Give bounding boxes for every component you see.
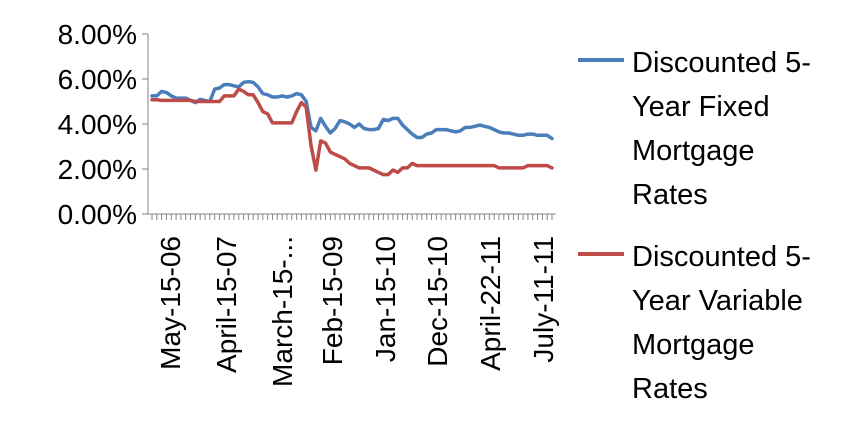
x-tick-label: Jan-15-10 (370, 236, 401, 362)
x-tick-label: Dec-15-10 (422, 236, 453, 367)
legend-label: Rates (632, 373, 708, 405)
legend-label: Discounted 5- (632, 241, 811, 273)
y-tick-label: 6.00% (58, 64, 137, 95)
y-tick-label: 4.00% (58, 109, 137, 140)
x-tick-label: April-15-07 (211, 236, 242, 373)
x-tick-label: March-15-... (267, 236, 298, 387)
series-line-fixed (150, 79, 554, 141)
x-tick-label: April-22-11 (475, 236, 506, 371)
legend-item-fixed: Discounted 5- Year Fixed Mortgage Rates (578, 47, 811, 211)
x-tick-label: Feb-15-09 (317, 236, 348, 365)
legend-label: Year Variable (632, 285, 803, 317)
series-layer (150, 79, 554, 177)
legend-item-variable: Discounted 5- Year Variable Mortgage Rates (578, 241, 811, 405)
y-tick-label: 0.00% (58, 199, 137, 230)
x-tick-label: May-15-06 (155, 236, 186, 370)
x-tick-label: July-11-11 (528, 236, 559, 363)
y-tick-label: 8.00% (58, 19, 137, 50)
series-line-variable (150, 87, 554, 177)
legend-label: Rates (632, 179, 708, 211)
y-tick-label: 2.00% (58, 154, 137, 185)
legend-label: Mortgage (632, 135, 755, 167)
legend: Discounted 5-Year FixedMortgageRatesDisc… (578, 47, 811, 405)
y-axis: 0.00% 2.00% 4.00% 6.00% 8.00% (58, 19, 149, 230)
legend-label: Year Fixed (632, 91, 770, 123)
legend-label: Mortgage (632, 329, 755, 361)
legend-label: Discounted 5- (632, 47, 811, 79)
x-axis: May-15-06 April-15-07 March-15-... Feb-15-0… (148, 213, 559, 387)
